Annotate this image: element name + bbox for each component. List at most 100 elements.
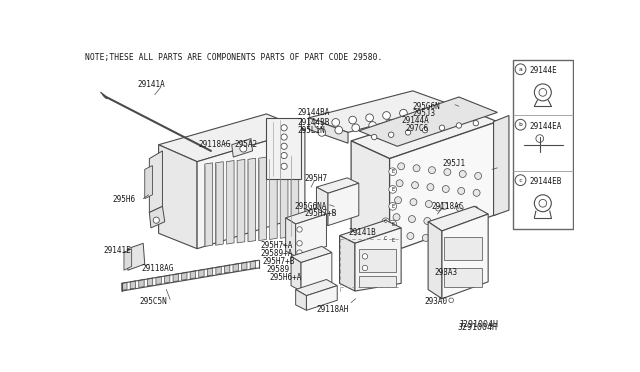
Circle shape [382,218,390,225]
Circle shape [352,124,360,132]
Polygon shape [128,243,145,270]
Polygon shape [301,253,332,291]
Circle shape [281,125,287,131]
Polygon shape [296,214,326,256]
Text: 29141B: 29141B [349,228,376,237]
Polygon shape [233,263,238,272]
Circle shape [407,232,414,240]
Polygon shape [122,282,127,290]
Text: 295J1: 295J1 [442,158,465,168]
Polygon shape [216,266,221,275]
Polygon shape [147,278,153,286]
Circle shape [281,143,287,150]
Polygon shape [159,114,305,162]
Bar [513,60,573,230]
Circle shape [468,240,476,247]
Text: 29141E: 29141E [103,246,131,256]
Circle shape [297,250,302,255]
Circle shape [281,163,287,169]
Circle shape [365,114,373,122]
Polygon shape [248,158,255,242]
Polygon shape [285,208,326,224]
Circle shape [281,153,287,158]
Polygon shape [296,279,337,296]
Polygon shape [285,218,296,256]
Polygon shape [124,249,132,270]
Circle shape [315,121,323,129]
Polygon shape [145,166,152,199]
Polygon shape [164,275,170,283]
Text: 29144BB: 29144BB [297,118,330,127]
Circle shape [422,234,429,241]
Circle shape [473,121,479,126]
Circle shape [153,217,159,223]
Circle shape [392,231,399,238]
Text: a: a [518,67,522,72]
Circle shape [426,201,433,208]
Text: 29144EA: 29144EA [530,122,562,131]
Circle shape [413,165,420,172]
Circle shape [399,109,407,117]
Text: 29141A: 29141A [138,80,166,89]
Polygon shape [149,151,163,212]
Circle shape [369,122,376,129]
Circle shape [470,223,477,230]
Bar [359,249,396,272]
Polygon shape [216,162,223,245]
Circle shape [388,132,394,137]
Polygon shape [351,106,497,158]
Polygon shape [390,122,497,253]
Text: C: C [384,219,387,224]
Circle shape [395,197,401,203]
Circle shape [441,202,448,209]
Text: 29144A: 29144A [401,116,429,125]
Circle shape [389,186,397,193]
Text: E: E [391,238,394,244]
Text: 29144EB: 29144EB [530,177,562,186]
Circle shape [389,202,397,210]
Text: C: C [384,236,387,241]
Bar [359,276,396,287]
Circle shape [335,126,342,134]
Polygon shape [173,273,179,282]
Polygon shape [237,159,245,243]
Polygon shape [296,289,307,310]
Circle shape [449,298,454,302]
Circle shape [460,170,466,177]
Polygon shape [159,145,197,249]
Text: E: E [391,204,394,209]
Polygon shape [328,183,359,225]
Text: E: E [391,187,394,192]
Circle shape [453,238,460,245]
Circle shape [403,117,410,125]
Circle shape [396,180,403,187]
Circle shape [297,227,302,232]
Circle shape [408,216,415,222]
Text: 295C5N: 295C5N [140,297,167,306]
Circle shape [297,241,302,246]
Text: 293A0: 293A0 [424,297,447,306]
Circle shape [456,123,461,128]
Text: J291004H: J291004H [459,320,499,329]
Text: 295H6: 295H6 [113,195,136,204]
Circle shape [389,220,397,228]
Polygon shape [269,156,277,240]
Text: 295H7+B: 295H7+B [305,209,337,218]
Circle shape [439,125,445,131]
Circle shape [383,112,390,119]
Polygon shape [232,139,253,157]
Text: 295G6N: 295G6N [413,102,440,110]
Text: NOTE;THESE ALL PARTS ARE COMPONENTS PARTS OF PART CODE 29580.: NOTE;THESE ALL PARTS ARE COMPONENTS PART… [86,53,383,62]
Text: 29118AH: 29118AH [316,305,349,314]
Text: E: E [391,222,394,227]
Polygon shape [308,91,451,132]
Circle shape [349,116,356,124]
Polygon shape [291,256,301,291]
Polygon shape [291,154,299,237]
Circle shape [393,214,400,221]
Circle shape [429,167,435,174]
Text: 29144E: 29144E [530,66,557,75]
Text: 29118AG: 29118AG [141,264,174,273]
Circle shape [332,119,340,126]
Circle shape [515,175,526,186]
